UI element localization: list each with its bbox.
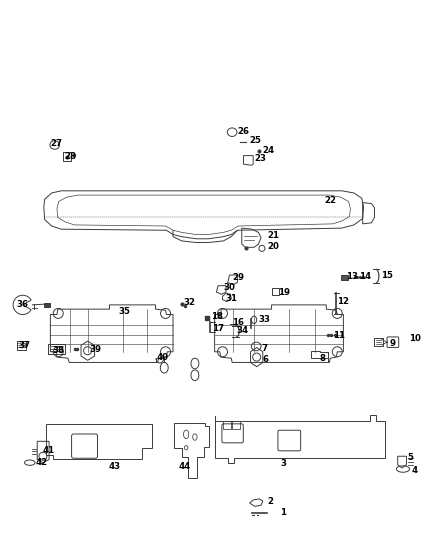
Text: 25: 25 bbox=[250, 136, 261, 145]
Text: 38: 38 bbox=[53, 346, 64, 355]
Text: 40: 40 bbox=[157, 353, 169, 361]
Text: 43: 43 bbox=[109, 463, 121, 471]
Text: 26: 26 bbox=[238, 127, 250, 135]
Text: 10: 10 bbox=[410, 335, 421, 343]
Text: 34: 34 bbox=[237, 326, 249, 335]
Text: 14: 14 bbox=[359, 272, 371, 280]
Polygon shape bbox=[341, 275, 348, 280]
Text: 42: 42 bbox=[36, 458, 48, 467]
Text: 19: 19 bbox=[278, 288, 290, 296]
Text: 7: 7 bbox=[261, 344, 268, 353]
Text: 41: 41 bbox=[43, 447, 55, 455]
Text: 12: 12 bbox=[337, 297, 349, 305]
Text: 37: 37 bbox=[18, 341, 31, 350]
Text: 36: 36 bbox=[17, 301, 28, 309]
Text: 2: 2 bbox=[267, 497, 273, 505]
Text: 16: 16 bbox=[232, 319, 244, 327]
Text: 5: 5 bbox=[407, 453, 413, 462]
Text: 35: 35 bbox=[118, 308, 130, 316]
Text: 23: 23 bbox=[254, 155, 266, 163]
Text: 20: 20 bbox=[267, 242, 279, 251]
Text: 9: 9 bbox=[390, 340, 396, 348]
Text: 4: 4 bbox=[412, 466, 418, 474]
Text: 18: 18 bbox=[211, 312, 223, 321]
Text: 15: 15 bbox=[381, 271, 393, 279]
Text: 31: 31 bbox=[226, 294, 237, 303]
Text: 1: 1 bbox=[280, 508, 286, 517]
Text: 30: 30 bbox=[223, 284, 235, 292]
Text: 44: 44 bbox=[179, 463, 191, 471]
Text: 29: 29 bbox=[232, 273, 244, 281]
Text: 32: 32 bbox=[183, 298, 195, 307]
Text: 21: 21 bbox=[267, 231, 279, 240]
Text: 11: 11 bbox=[333, 332, 345, 340]
Text: 22: 22 bbox=[324, 196, 336, 205]
Text: 6: 6 bbox=[263, 355, 269, 364]
Text: 8: 8 bbox=[320, 354, 326, 362]
Text: 28: 28 bbox=[65, 152, 77, 161]
Text: 33: 33 bbox=[258, 316, 270, 324]
Text: 17: 17 bbox=[212, 324, 225, 333]
Text: 3: 3 bbox=[280, 459, 286, 468]
Text: 39: 39 bbox=[90, 345, 102, 354]
Polygon shape bbox=[44, 303, 50, 307]
Text: 27: 27 bbox=[50, 140, 63, 148]
Text: 24: 24 bbox=[263, 146, 275, 155]
Text: 13: 13 bbox=[346, 272, 358, 280]
